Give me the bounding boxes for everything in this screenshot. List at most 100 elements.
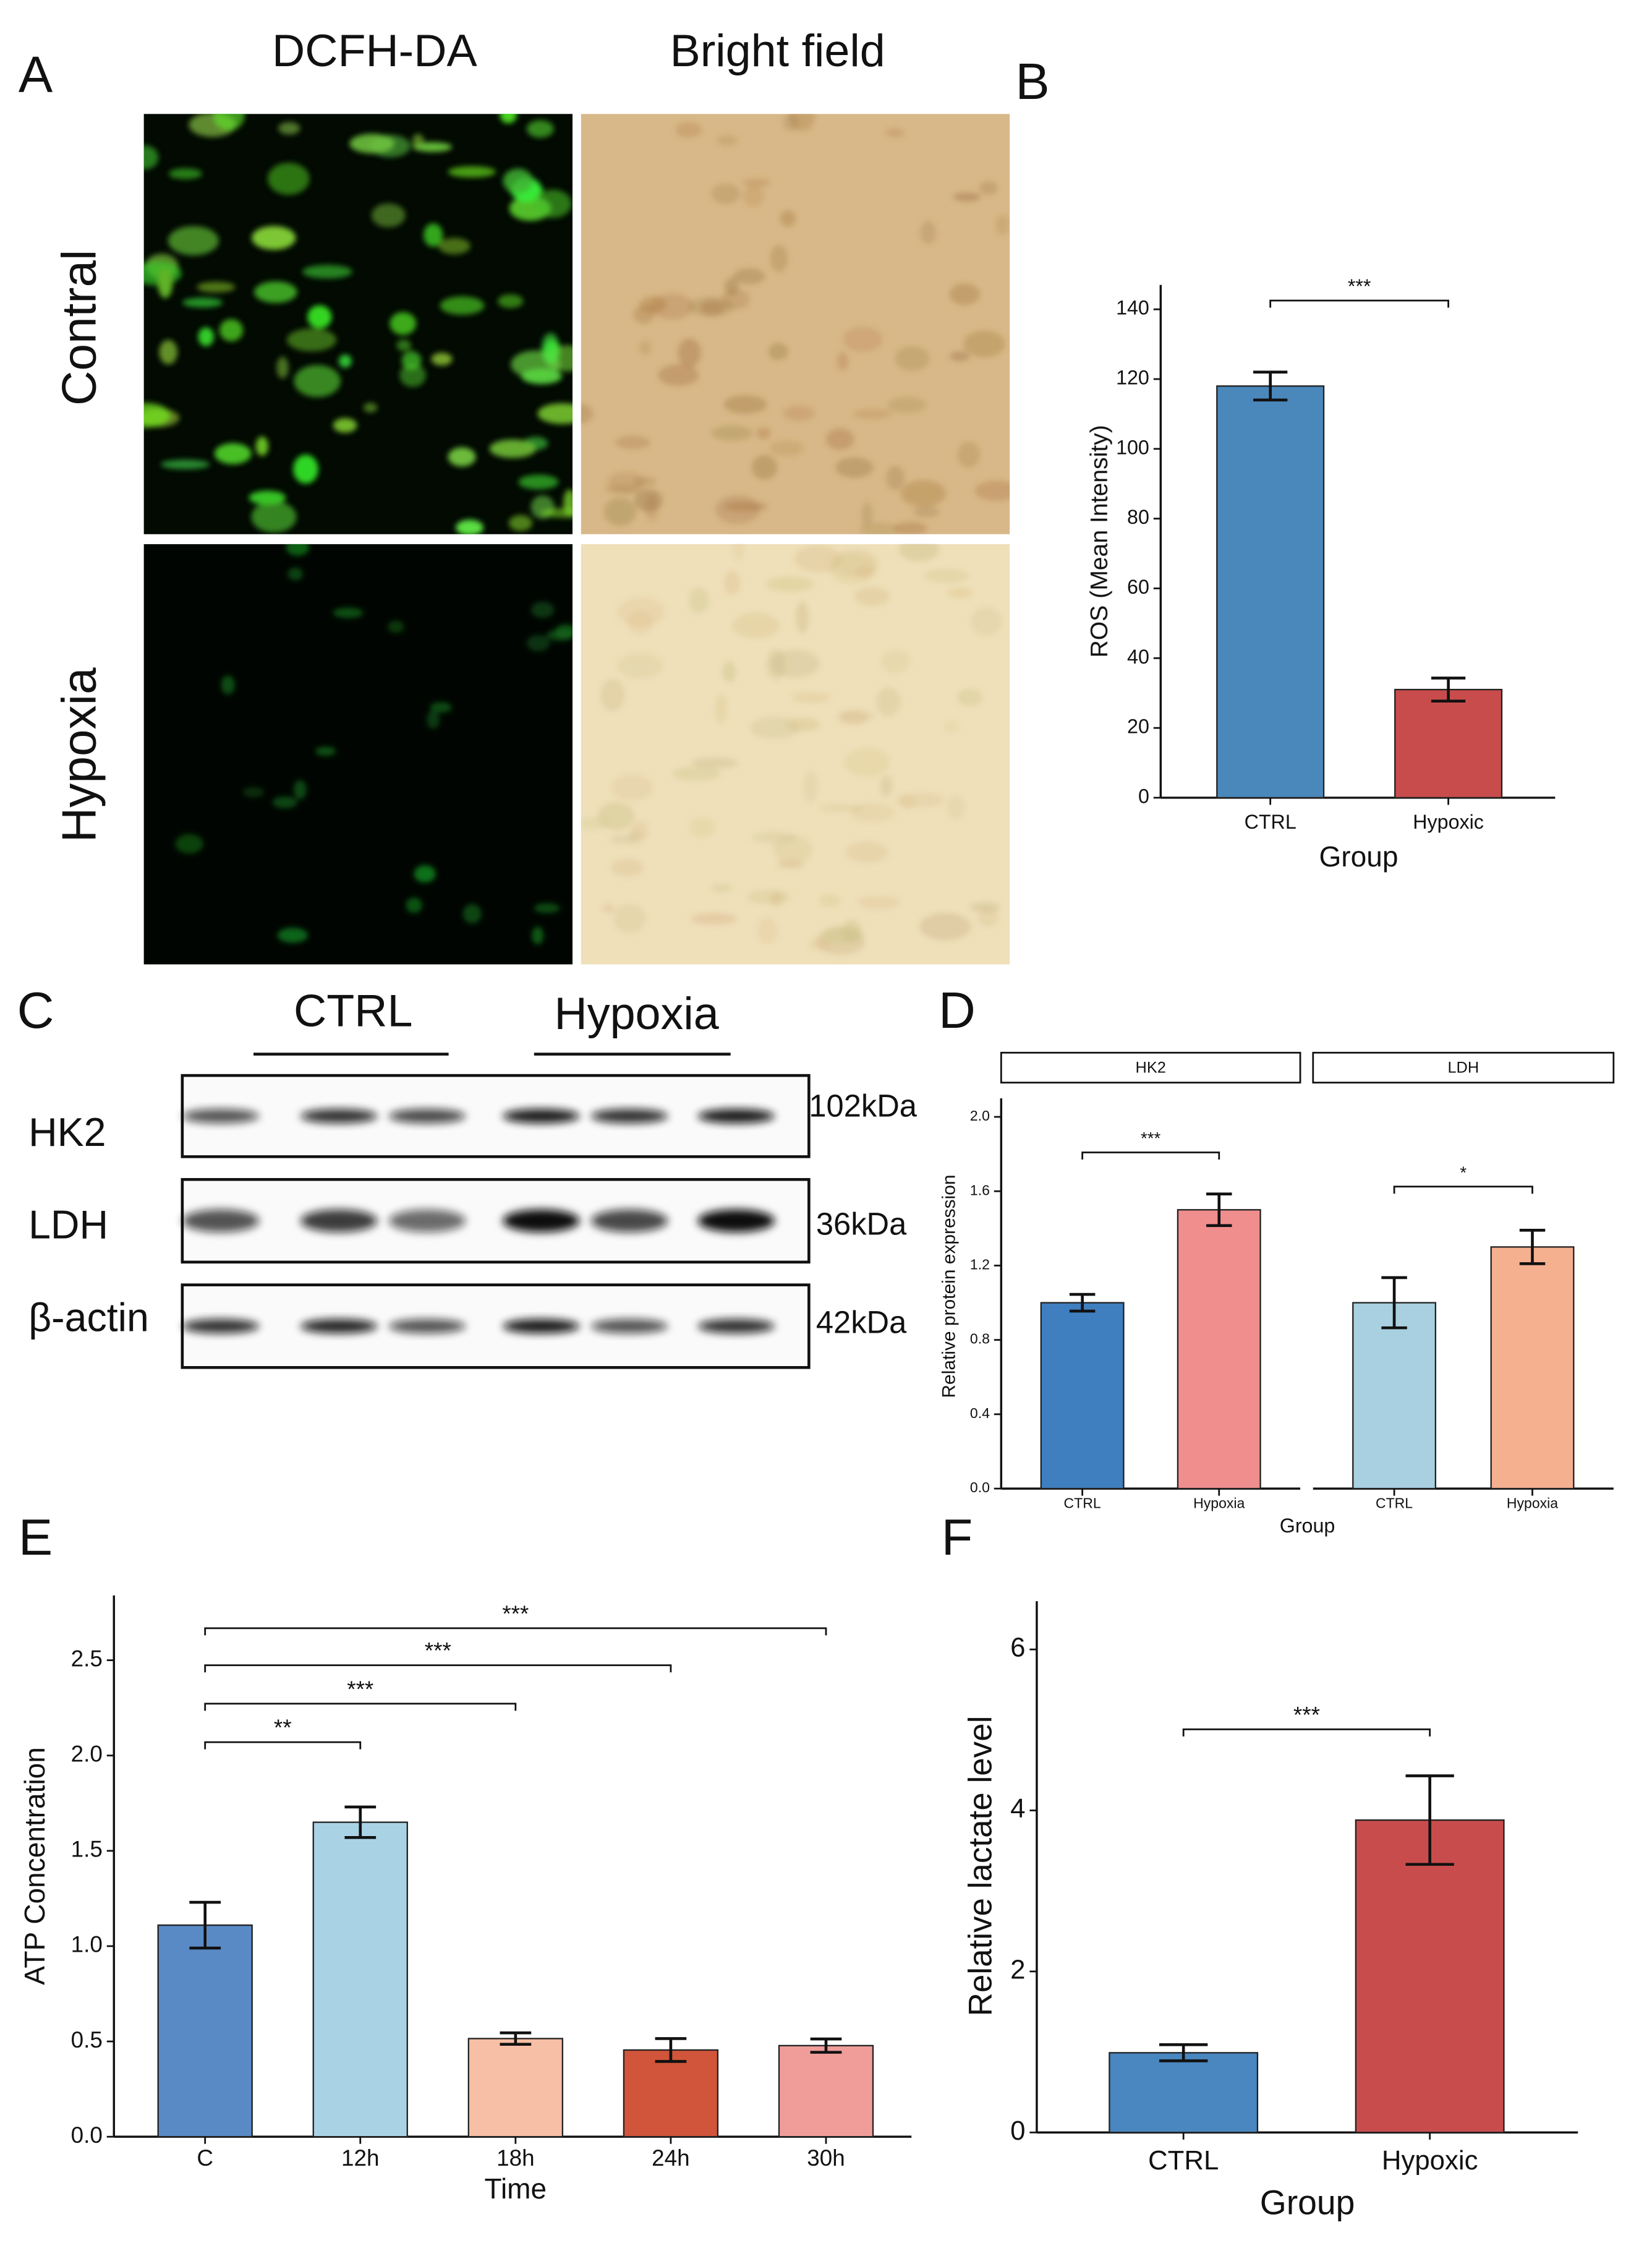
cell — [424, 223, 443, 247]
x-tick-label: CTRL — [1148, 2145, 1219, 2176]
cell — [541, 333, 560, 364]
cell — [249, 490, 286, 505]
size-label: 102kDa — [809, 1088, 917, 1123]
cell — [768, 343, 789, 361]
cell — [287, 567, 304, 581]
western-blot — [181, 1074, 811, 1369]
cell — [756, 427, 772, 439]
cell — [688, 587, 710, 614]
cell — [715, 694, 728, 724]
cell — [611, 774, 653, 801]
panel-label: A — [19, 46, 53, 103]
cell — [843, 327, 883, 352]
cell — [885, 128, 905, 137]
cell — [845, 841, 888, 863]
significance-bracket — [204, 1627, 827, 1636]
band — [182, 1209, 260, 1233]
panel-label: D — [939, 981, 976, 1039]
cell — [742, 177, 771, 187]
y-tick-label: 1.2 — [970, 1257, 990, 1273]
cell — [893, 521, 927, 534]
y-tick-label: 100 — [1116, 436, 1149, 458]
cell — [440, 296, 485, 315]
cell — [689, 817, 715, 837]
cell — [615, 435, 650, 450]
cell — [782, 114, 799, 132]
x-tick-label: 24h — [652, 2145, 689, 2171]
cell — [956, 688, 983, 706]
cell — [747, 889, 791, 905]
cell — [715, 135, 738, 146]
cell — [276, 356, 289, 379]
panel-label: F — [942, 1508, 973, 1566]
cell — [616, 652, 663, 679]
micrograph — [143, 544, 573, 965]
band — [388, 1109, 466, 1124]
y-axis-title: ROS (Mean Intensity) — [1086, 425, 1113, 657]
cell — [607, 471, 645, 493]
cell — [272, 796, 298, 808]
cell — [143, 261, 182, 286]
micrograph — [143, 114, 573, 534]
cell — [503, 168, 533, 194]
cell — [182, 297, 223, 308]
band — [697, 1109, 775, 1124]
significance-label: *** — [347, 1677, 373, 1702]
cell — [497, 294, 524, 309]
cell — [406, 897, 422, 913]
cell — [794, 545, 842, 573]
cell — [278, 122, 300, 135]
cell — [979, 181, 998, 195]
cell — [639, 296, 666, 313]
cell — [858, 895, 900, 910]
band — [503, 1209, 580, 1233]
band — [590, 1209, 668, 1233]
x-tick-label: CTRL — [1376, 1495, 1413, 1511]
cell — [221, 675, 235, 694]
y-tick-label: 0 — [1138, 785, 1149, 807]
error-bar — [344, 1805, 377, 1839]
y-tick-label: 1.0 — [71, 1932, 103, 1957]
bar — [157, 1924, 253, 2138]
band — [182, 1318, 260, 1334]
cell — [886, 466, 905, 490]
cell — [427, 711, 440, 729]
band — [590, 1318, 668, 1334]
cell — [526, 634, 550, 652]
y-tick-label: 2.5 — [71, 1646, 103, 1671]
x-tick-label: 18h — [496, 2145, 534, 2171]
y-tick-label: 40 — [1127, 646, 1149, 668]
cell — [943, 720, 959, 733]
band — [388, 1209, 466, 1233]
bar — [1216, 385, 1325, 799]
cell — [691, 757, 738, 769]
cell — [875, 687, 901, 717]
y-tick-label: 120 — [1116, 367, 1149, 389]
protein-label: LDH — [28, 1203, 108, 1247]
cell — [786, 717, 820, 732]
cell — [537, 403, 573, 424]
band — [388, 1318, 466, 1334]
cell — [723, 395, 767, 414]
x-tick-label: CTRL — [1064, 1495, 1101, 1511]
cell — [854, 586, 890, 606]
cell — [953, 192, 981, 202]
cell — [770, 649, 820, 678]
y-tick-label: 2.0 — [71, 1741, 103, 1766]
cell — [448, 166, 496, 177]
cell — [581, 404, 594, 424]
cell — [678, 338, 702, 367]
bar — [1394, 688, 1503, 799]
cell — [251, 501, 297, 533]
cell — [898, 794, 916, 811]
column-title: Bright field — [670, 25, 885, 76]
cell — [949, 283, 980, 305]
y-tick-label: 1.6 — [970, 1182, 990, 1198]
protein-label: β-actin — [28, 1295, 149, 1339]
cell — [949, 351, 970, 362]
error-bar — [655, 2037, 687, 2063]
significance-label: * — [1460, 1163, 1467, 1182]
cell — [333, 607, 364, 618]
cell — [581, 816, 609, 831]
